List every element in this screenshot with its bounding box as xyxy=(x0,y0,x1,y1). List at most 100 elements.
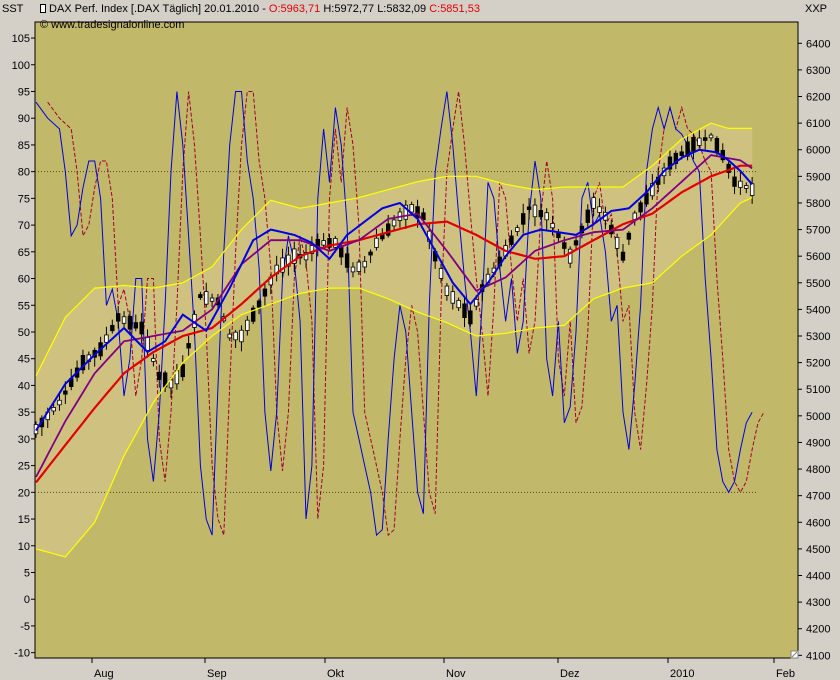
candlestick xyxy=(57,393,62,411)
right-tick-label: 5400 xyxy=(806,304,830,316)
candlestick xyxy=(626,231,632,245)
instrument-title: DAX Perf. Index [.DAX Täglich] 20.01.201… xyxy=(49,3,269,15)
right-tick-label: 4900 xyxy=(806,437,830,449)
candlestick xyxy=(80,349,86,374)
candlestick xyxy=(667,150,673,176)
candlestick xyxy=(468,305,473,327)
candlestick xyxy=(104,326,109,350)
left-tick-label: 95 xyxy=(18,86,30,98)
candlestick xyxy=(521,203,526,234)
candlestick xyxy=(262,282,268,306)
resize-grip-icon[interactable] xyxy=(790,650,799,659)
candlestick xyxy=(344,246,350,273)
right-tick-label: 4500 xyxy=(806,544,830,556)
ma-purple-line xyxy=(35,154,753,478)
right-tick-label: 5000 xyxy=(806,411,830,423)
right-tick-label: 4100 xyxy=(806,650,830,662)
x-tick-label: Okt xyxy=(327,668,344,680)
candlestick xyxy=(650,173,655,200)
candlestick xyxy=(168,377,174,398)
left-tick-label: 60 xyxy=(18,274,30,286)
candlestick xyxy=(532,198,538,227)
right-tick-label: 5700 xyxy=(806,225,830,237)
candlestick xyxy=(233,329,238,348)
candlestick xyxy=(321,233,326,249)
open-value: O:5963,71 xyxy=(268,3,321,15)
right-tick-label: 5500 xyxy=(806,278,830,290)
candlestick xyxy=(614,233,620,257)
left-tick-label: 85 xyxy=(18,140,30,152)
bollinger-band-area xyxy=(36,123,753,557)
left-tick-label: 10 xyxy=(18,541,30,553)
high-value: H:5972,77 xyxy=(323,3,375,15)
left-tick-label: 90 xyxy=(18,113,30,125)
candlestick xyxy=(526,198,532,220)
right-tick-label: 5300 xyxy=(806,331,830,343)
candlestick xyxy=(673,150,679,170)
candlestick xyxy=(133,314,138,332)
candlestick xyxy=(245,315,250,336)
candlestick xyxy=(256,298,262,315)
candlestick xyxy=(732,169,737,195)
x-tick-label: Feb xyxy=(776,668,795,680)
right-tick-label: 4600 xyxy=(806,517,830,529)
candlestick xyxy=(198,291,203,300)
left-tick-label: -5 xyxy=(20,621,30,633)
candlestick xyxy=(403,200,409,229)
candlestick xyxy=(127,310,133,335)
candlestick xyxy=(350,262,356,278)
left-tick-label: 45 xyxy=(18,354,30,366)
x-tick-label: Aug xyxy=(94,668,114,680)
left-tick-label: -10 xyxy=(14,648,30,660)
candlestick xyxy=(151,353,156,367)
candlestick xyxy=(744,182,749,194)
right-tick-label: 5800 xyxy=(806,198,830,210)
candlestick xyxy=(115,306,121,329)
x-axis: Aug Sep Okt Nov Dez 2010 Feb xyxy=(91,658,795,680)
left-tick-label: 35 xyxy=(18,407,30,419)
left-tick-label: 25 xyxy=(18,461,30,473)
chart-header: DAX Perf. Index [.DAX Täglich] 20.01.201… xyxy=(40,3,480,15)
copyright-text: © www.tradesignalonline.com xyxy=(40,19,185,31)
candlestick xyxy=(303,244,309,269)
candlestick xyxy=(585,204,590,229)
candlestick xyxy=(462,295,467,328)
ma-blue-line xyxy=(35,148,753,432)
left-tick-label: 30 xyxy=(18,434,30,446)
left-tick-label: 0 xyxy=(24,594,30,606)
candlestick xyxy=(450,285,455,310)
left-tick-label: 105 xyxy=(12,33,30,45)
candlestick xyxy=(362,255,367,274)
right-tick-label: 4700 xyxy=(806,491,830,503)
candlestick xyxy=(356,259,362,275)
candlestick xyxy=(204,282,209,308)
candlestick xyxy=(186,335,191,356)
x-tick-label: Dez xyxy=(560,668,580,680)
candlestick xyxy=(544,208,549,230)
left-tick-label: 5 xyxy=(24,567,30,579)
candlestick xyxy=(157,364,162,388)
left-tick-label: 75 xyxy=(18,193,30,205)
right-tick-label: 4800 xyxy=(806,464,830,476)
candlestick xyxy=(368,249,373,264)
right-tick-label: 5600 xyxy=(806,251,830,263)
candlestick xyxy=(327,233,332,250)
low-value: L:5832,09 xyxy=(377,3,427,15)
right-tick-label: 5200 xyxy=(806,358,830,370)
oscillator-signal-line xyxy=(47,91,765,537)
left-tick-label: 40 xyxy=(18,380,30,392)
oscillator-line xyxy=(35,91,753,537)
right-tick-label: 6400 xyxy=(806,38,830,50)
candlestick xyxy=(280,248,285,278)
right-tick-label: 4400 xyxy=(806,571,830,583)
right-tick-label: 4200 xyxy=(806,624,830,636)
left-tick-label: 50 xyxy=(18,327,30,339)
candlestick xyxy=(620,243,626,263)
reference-lines xyxy=(35,171,758,493)
candlestick xyxy=(456,297,461,311)
candlestick xyxy=(239,325,244,352)
right-tick-label: 6000 xyxy=(806,145,830,157)
candle-legend-icon xyxy=(40,4,46,13)
right-tick-label: 5100 xyxy=(806,384,830,396)
